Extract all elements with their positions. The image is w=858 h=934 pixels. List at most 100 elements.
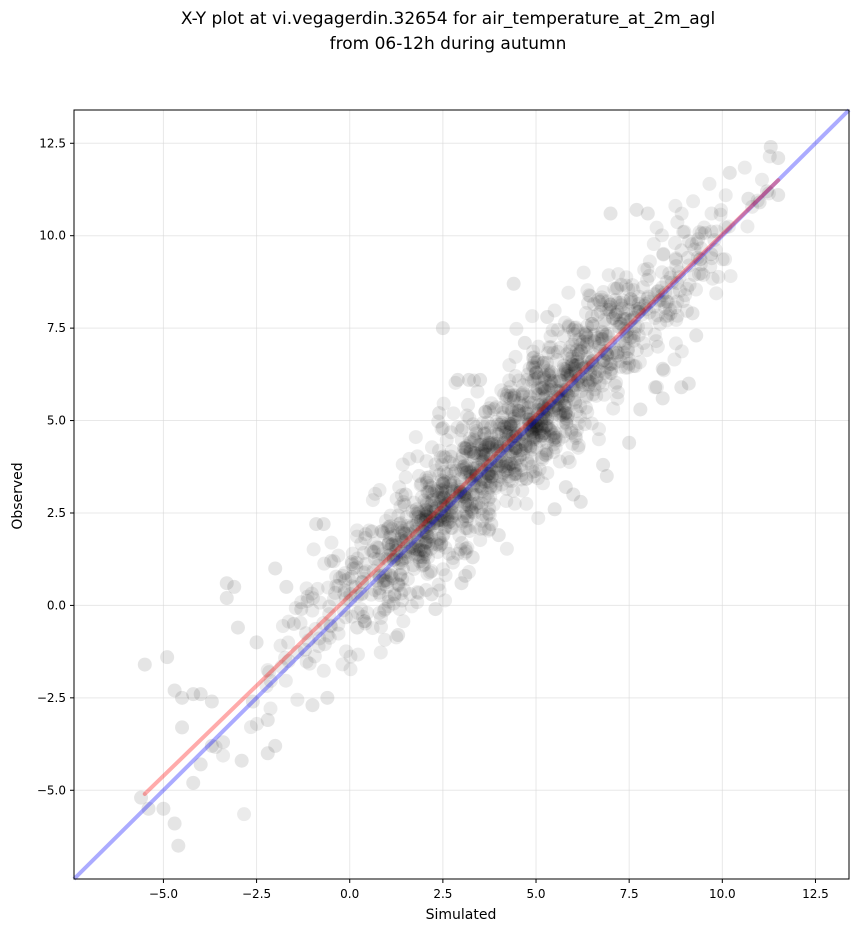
scatter-point-cloud-182 — [575, 378, 590, 393]
scatter-point-cloud-188 — [432, 583, 447, 598]
scatter-point-cloud-1458 — [408, 548, 423, 563]
scatter-point-cloud-1429 — [694, 226, 709, 241]
scatter-point-cloud-1073 — [477, 475, 492, 490]
scatter-point-cloud-360 — [543, 422, 558, 437]
scatter-point-cloud-583 — [583, 289, 598, 304]
scatter-point-cloud-132 — [611, 345, 626, 360]
scatter-point-cloud-799 — [426, 504, 441, 519]
scatter-point-12 — [234, 753, 249, 768]
scatter-point-cloud-717 — [538, 420, 553, 435]
scatter-point-cloud-707 — [603, 335, 618, 350]
scatter-point-cloud-753 — [536, 411, 551, 426]
scatter-point-cloud-312 — [550, 322, 565, 337]
scatter-point-cloud-25 — [539, 401, 554, 416]
y-tick-label-6: 10.0 — [39, 229, 66, 243]
scatter-point-cloud-724 — [350, 529, 365, 544]
scatter-point-cloud-834 — [490, 436, 505, 451]
scatter-point-cloud-1357 — [486, 442, 501, 457]
scatter-point-cloud-589 — [479, 469, 494, 484]
scatter-point-cloud-104 — [417, 544, 432, 559]
scatter-point-cloud-711 — [516, 378, 531, 393]
scatter-point-cloud-392 — [389, 491, 404, 506]
scatter-point-77 — [655, 361, 670, 376]
scatter-point-62 — [540, 310, 555, 325]
scatter-point-cloud-280 — [610, 385, 625, 400]
scatter-point-cloud-1108 — [689, 236, 704, 251]
scatter-point-cloud-839 — [467, 473, 482, 488]
scatter-point-cloud-646 — [506, 433, 521, 448]
scatter-point-cloud-214 — [237, 807, 252, 822]
scatter-point-cloud-1069 — [536, 401, 551, 416]
scatter-point-cloud-1195 — [451, 479, 466, 494]
scatter-point-cloud-149 — [281, 635, 296, 650]
scatter-point-cloud-991 — [444, 505, 459, 520]
scatter-point-cloud-993 — [511, 408, 526, 423]
y-tick-label-5: 7.5 — [47, 321, 66, 335]
scatter-point-cloud-954 — [534, 418, 549, 433]
scatter-point-cloud-833 — [443, 474, 458, 489]
scatter-point-cloud-1318 — [486, 402, 501, 417]
scatter-point-cloud-258 — [663, 270, 678, 285]
scatter-point-cloud-1050 — [457, 441, 472, 456]
scatter-point-cloud-1164 — [559, 411, 574, 426]
scatter-point-cloud-678 — [594, 332, 609, 347]
scatter-point-cloud-428 — [530, 406, 545, 421]
scatter-point-cloud-797 — [339, 644, 354, 659]
scatter-point-cloud-1444 — [350, 605, 365, 620]
scatter-point-cloud-1176 — [585, 317, 600, 332]
scatter-point-cloud-1439 — [447, 466, 462, 481]
scatter-point-cloud-1237 — [658, 300, 673, 315]
scatter-point-cloud-534 — [618, 336, 633, 351]
scatter-point-cloud-61 — [659, 313, 674, 328]
scatter-point-cloud-1045 — [508, 440, 523, 455]
scatter-point-cloud-1044 — [654, 280, 669, 295]
scatter-point-cloud-1157 — [615, 301, 630, 316]
scatter-point-cloud-638 — [639, 321, 654, 336]
scatter-point-cloud-1292 — [431, 414, 446, 429]
scatter-point-cloud-1387 — [567, 327, 582, 342]
scatter-point-cloud-973 — [461, 565, 476, 580]
scatter-point-cloud-623 — [408, 430, 423, 445]
scatter-point-47 — [428, 602, 443, 617]
scatter-point-cloud-402 — [402, 526, 417, 541]
scatter-point-cloud-1121 — [457, 495, 472, 510]
scatter-point-cloud-630 — [367, 536, 382, 551]
scatter-point-cloud-44 — [559, 415, 574, 430]
scatter-point-cloud-178 — [534, 429, 549, 444]
scatter-point-cloud-1405 — [300, 594, 315, 609]
scatter-point-cloud-1294 — [553, 374, 568, 389]
scatter-point-cloud-984 — [637, 298, 652, 313]
scatter-point-73 — [633, 402, 648, 417]
scatter-point-cloud-882 — [535, 381, 550, 396]
scatter-point-cloud-456 — [535, 423, 550, 438]
scatter-point-cloud-197 — [419, 454, 434, 469]
scatter-point-43 — [398, 487, 413, 502]
scatter-point-cloud-406 — [421, 518, 436, 533]
scatter-point-cloud-528 — [355, 586, 370, 601]
scatter-point-cloud-399 — [609, 345, 624, 360]
scatter-point-cloud-1288 — [596, 353, 611, 368]
scatter-point-cloud-1279 — [452, 455, 467, 470]
scatter-point-cloud-281 — [548, 433, 563, 448]
scatter-point-cloud-1124 — [527, 355, 542, 370]
scatter-point-cloud-288 — [338, 591, 353, 606]
chart-title-line2: from 06-12h during autumn — [330, 34, 567, 54]
scatter-point-cloud-556 — [495, 400, 510, 415]
scatter-point-cloud-1461 — [502, 456, 517, 471]
scatter-point-cloud-837 — [482, 401, 497, 416]
scatter-point-cloud-200 — [543, 373, 558, 388]
scatter-point-cloud-1103 — [610, 305, 625, 320]
scatter-point-cloud-1345 — [541, 395, 556, 410]
scatter-point-50 — [432, 406, 447, 421]
scatter-point-cloud-1148 — [574, 357, 589, 372]
scatter-point-cloud-1370 — [560, 347, 575, 362]
y-tick-label-2: 0.0 — [47, 598, 66, 612]
scatter-point-cloud-1463 — [477, 457, 492, 472]
scatter-point-cloud-722 — [740, 219, 755, 234]
scatter-point-cloud-299 — [530, 371, 545, 386]
scatter-point-cloud-370 — [525, 418, 540, 433]
scatter-point-cloud-1457 — [442, 546, 457, 561]
scatter-point-cloud-669 — [481, 523, 496, 538]
scatter-point-cloud-931 — [537, 426, 552, 441]
scatter-point-cloud-971 — [365, 621, 380, 636]
